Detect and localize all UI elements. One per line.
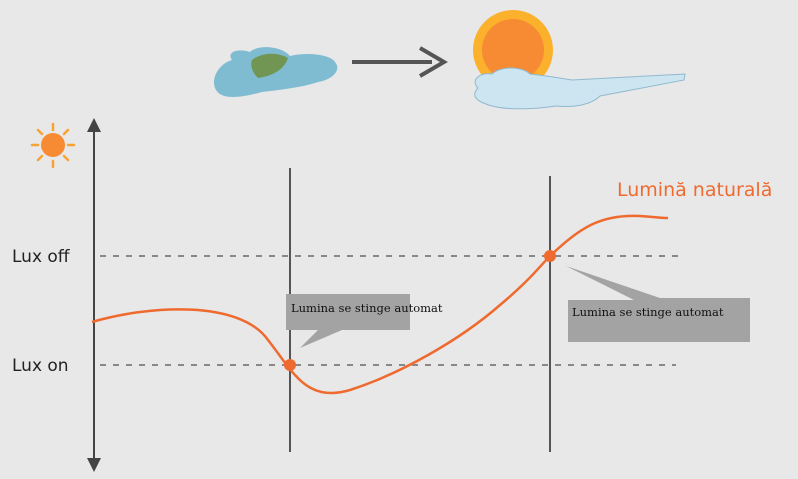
callout-2: Lumina se stinge automat <box>566 266 750 342</box>
lux-on-label: Lux on <box>12 356 69 376</box>
right-arrow-icon <box>352 46 448 78</box>
sun-icon <box>30 122 76 169</box>
sun-behind-cloud-icon <box>473 10 686 110</box>
callout-2-text: Lumina se stinge automat <box>572 305 724 319</box>
crescent-moon-icon <box>50 432 74 461</box>
lux-off-label: Lux off <box>12 247 71 267</box>
lux-on-crossing-point <box>284 359 296 371</box>
cloud-with-moon-icon <box>213 12 338 97</box>
natural-light-curve <box>91 214 669 395</box>
lux-off-crossing-point <box>544 250 556 262</box>
vertical-axis <box>87 118 101 472</box>
series-label: Lumină naturală <box>617 179 772 201</box>
callout-1: Lumina se stinge automat <box>286 294 443 348</box>
callout-1-text: Lumina se stinge automat <box>291 301 443 315</box>
